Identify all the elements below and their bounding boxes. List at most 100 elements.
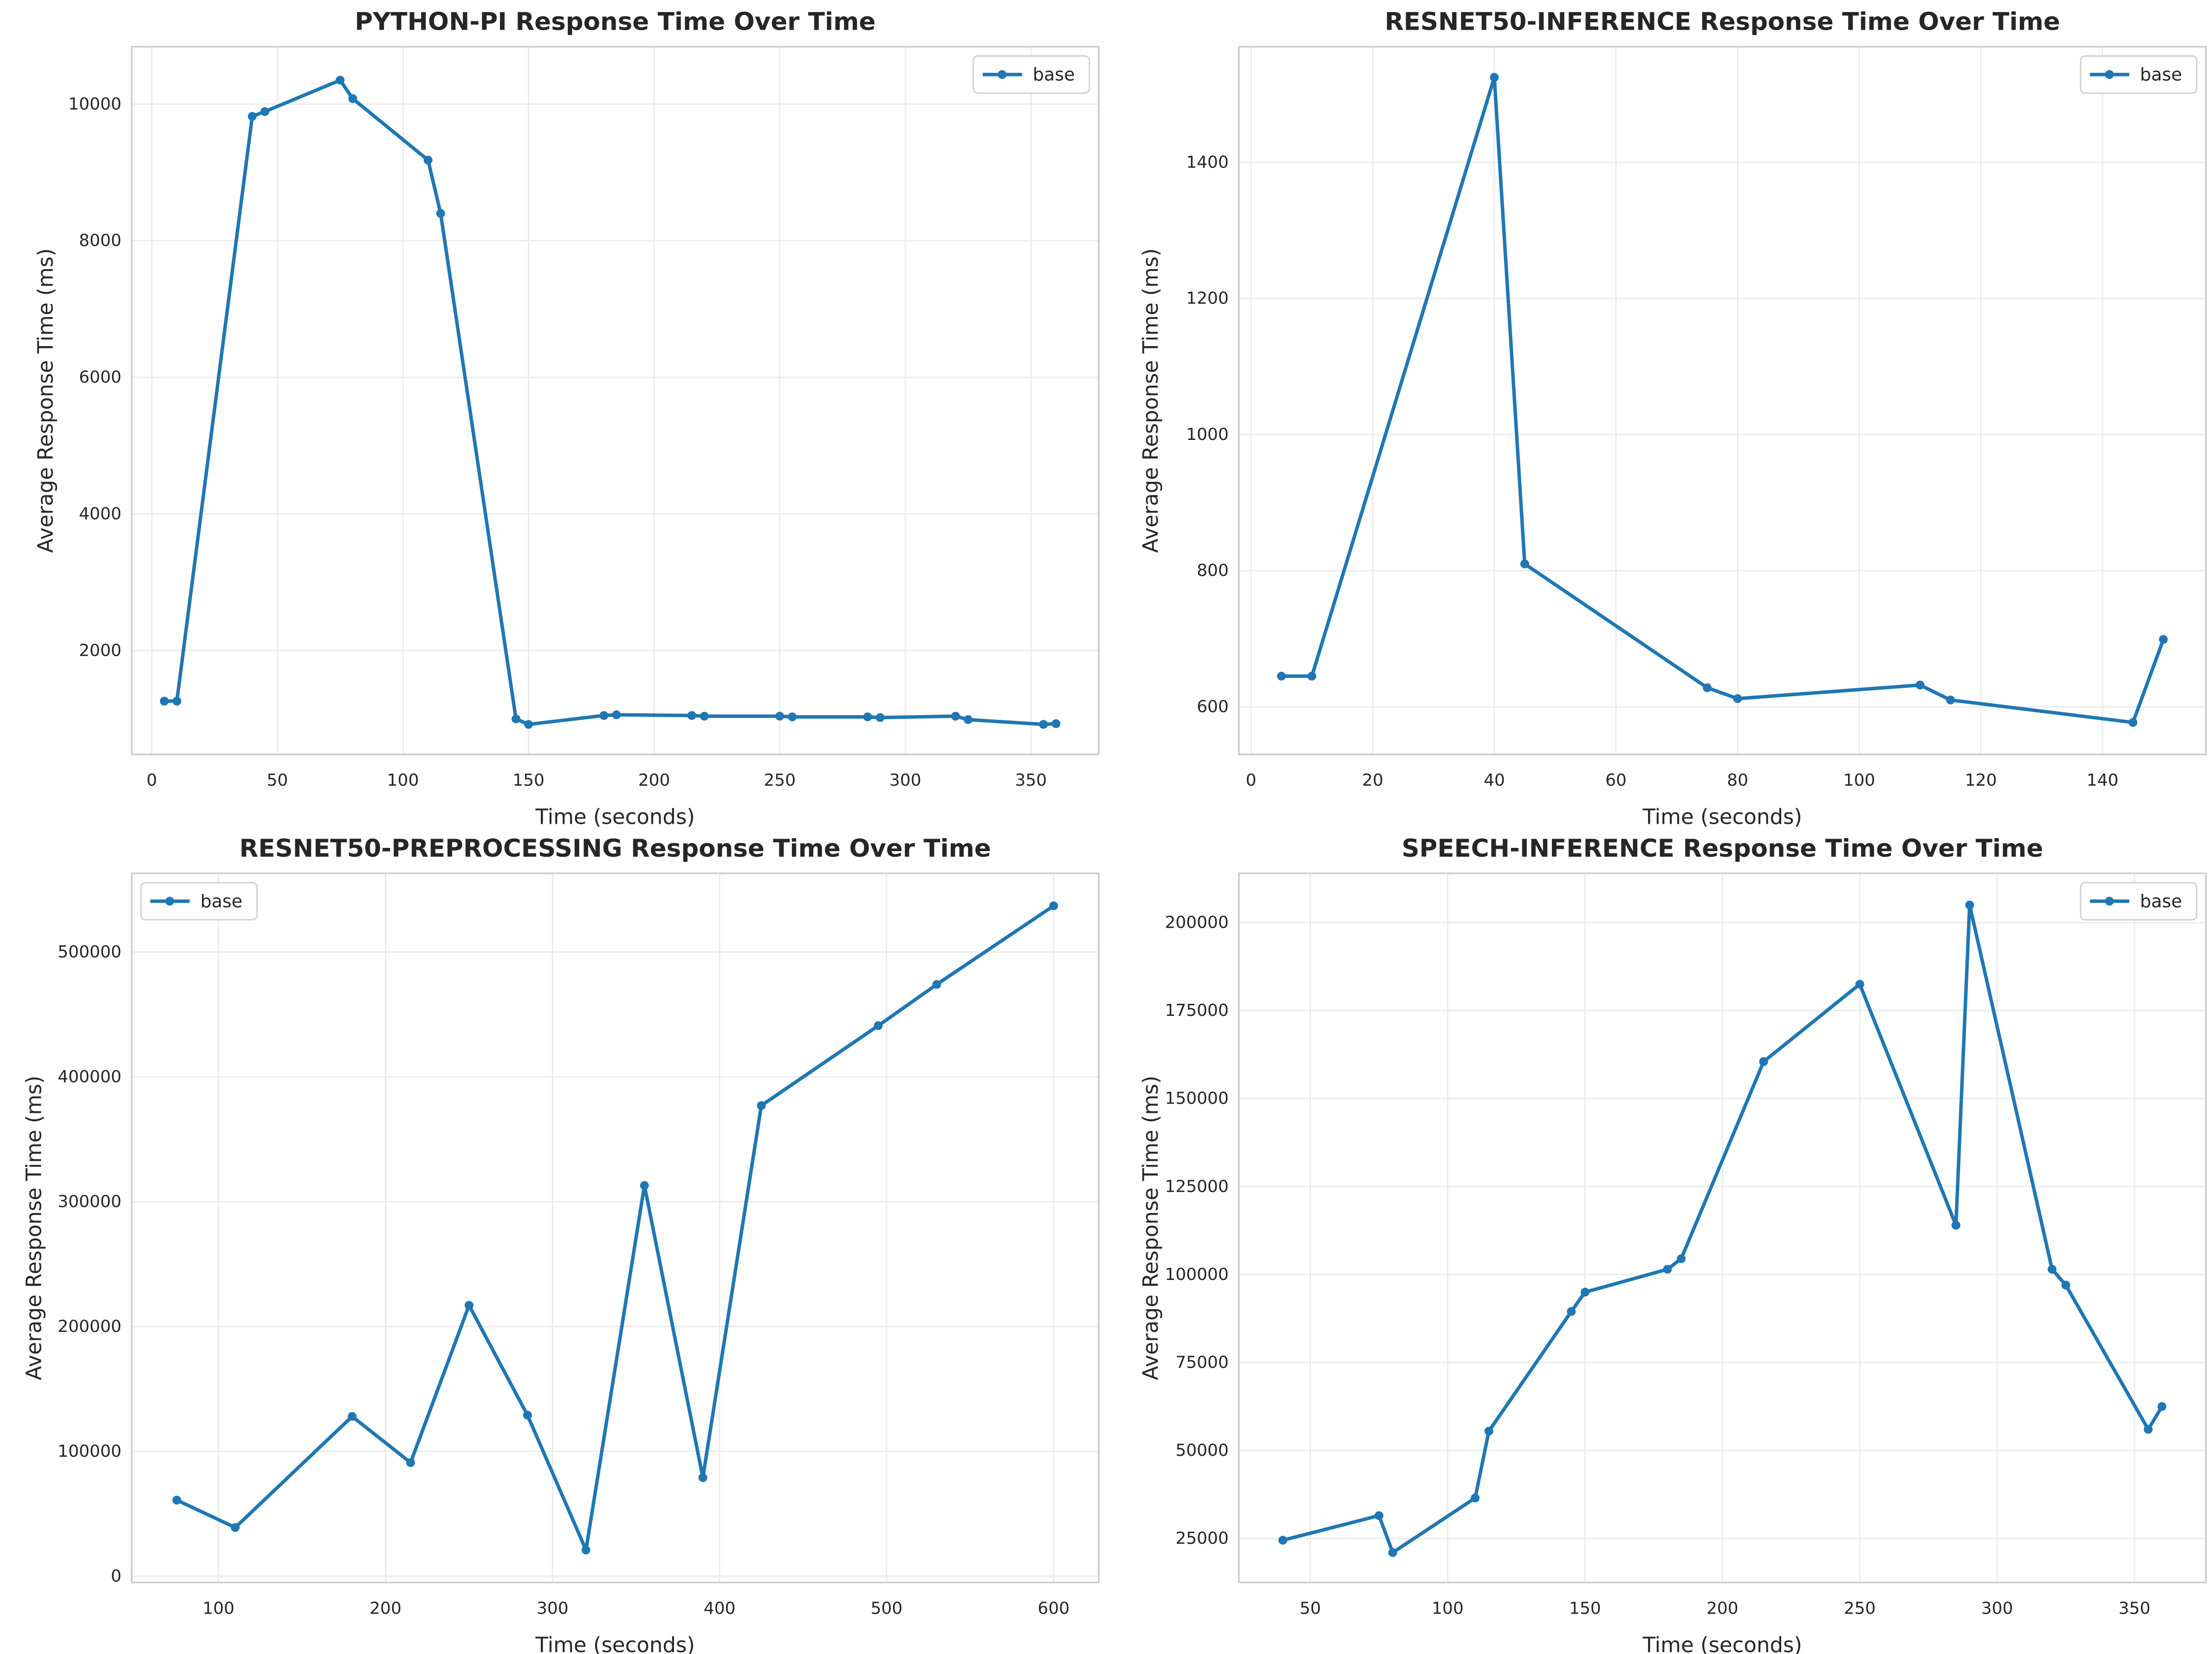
y-tick-label: 100000 <box>1165 1265 1228 1284</box>
x-axis-label: Time (seconds) <box>535 1633 694 1654</box>
plot-frame <box>130 872 1100 1583</box>
data-point <box>1663 1265 1672 1274</box>
plot-frame <box>1238 872 2207 1583</box>
plot-frame <box>1238 45 2207 756</box>
legend-label: base <box>2140 891 2182 911</box>
y-tick-label: 2000 <box>79 641 122 660</box>
data-point <box>1307 672 1317 681</box>
data-point <box>2047 1265 2056 1274</box>
x-tick-label: 200 <box>1706 1599 1738 1618</box>
y-tick-label: 150000 <box>1165 1089 1228 1108</box>
legend-marker <box>165 897 175 906</box>
data-point <box>775 711 785 721</box>
x-tick-label: 80 <box>1727 771 1748 790</box>
data-point <box>640 1181 649 1190</box>
data-point <box>1677 1254 1686 1263</box>
x-axis-label: Time (seconds) <box>1642 1633 1802 1654</box>
x-tick-label: 120 <box>1965 771 1997 790</box>
x-tick-label: 300 <box>537 1599 569 1618</box>
x-tick-label: 50 <box>267 771 288 790</box>
x-tick-label: 250 <box>764 771 796 790</box>
chart-title: PYTHON-PI Response Time Over Time <box>355 8 876 36</box>
data-point <box>160 697 169 706</box>
x-tick-label: 0 <box>146 771 157 790</box>
data-point <box>1490 73 1499 82</box>
x-tick-label: 200 <box>638 771 670 790</box>
data-point <box>1484 1427 1493 1436</box>
data-point <box>1703 683 1712 692</box>
y-axis-label: Average Response Time (ms) <box>1138 1076 1163 1380</box>
legend: base <box>973 55 1090 94</box>
grid <box>1239 873 2206 1583</box>
legend-label: base <box>2140 65 2182 85</box>
x-axis-label: Time (seconds) <box>1642 805 1802 829</box>
legend-marker <box>2105 70 2114 79</box>
data-point <box>1946 695 1955 704</box>
x-tick-label: 0 <box>1246 771 1257 790</box>
chart-title: RESNET50-PREPROCESSING Response Time Ove… <box>240 834 991 863</box>
chart-panel-4: 50 100 150 200 250 300 350 25000 50000 75000 10000… <box>1138 834 2207 1654</box>
data-point <box>932 980 941 989</box>
y-axis-label: Average Response Time (ms) <box>1138 248 1163 553</box>
legend-box <box>2080 882 2198 921</box>
data-point <box>172 1495 182 1505</box>
chart-title: RESNET50-INFERENCE Response Time Over Ti… <box>1385 8 2060 36</box>
y-tick-label: 175000 <box>1165 1001 1228 1020</box>
legend-box <box>973 55 1090 94</box>
data-point <box>2144 1425 2153 1434</box>
data-point <box>464 1301 474 1310</box>
data-point <box>2061 1280 2070 1290</box>
x-tick-label: 50 <box>1300 1599 1321 1618</box>
legend: base <box>2080 55 2198 94</box>
chart-panel-3: 100 200 300 400 500 600 0 100000 200000 300000 400… <box>22 834 1100 1654</box>
x-tick-label: 40 <box>1484 771 1505 790</box>
y-tick-label: 400000 <box>58 1067 121 1086</box>
data-point <box>1733 694 1742 703</box>
data-point <box>1039 720 1048 729</box>
grid <box>131 873 1099 1583</box>
data-point <box>599 711 609 720</box>
data-point <box>1375 1511 1384 1520</box>
y-tick-label: 25000 <box>1175 1529 1229 1548</box>
data-point <box>1049 901 1058 911</box>
y-tick-label: 600 <box>1197 698 1229 717</box>
data-point <box>2157 1402 2167 1411</box>
x-tick-label: 100 <box>387 771 419 790</box>
data-point <box>1965 900 1974 910</box>
y-tick-label: 4000 <box>79 504 122 523</box>
y-tick-label: 75000 <box>1175 1353 1229 1372</box>
data-point <box>523 1410 532 1420</box>
grid <box>131 46 1099 755</box>
data-point <box>874 1021 883 1030</box>
y-tick-label: 10000 <box>68 95 122 114</box>
data-point <box>423 155 433 165</box>
data-point <box>687 711 696 720</box>
plot-area <box>131 46 1099 755</box>
x-tick-label: 500 <box>871 1599 903 1618</box>
x-tick-label: 100 <box>1843 771 1875 790</box>
legend-label: base <box>1033 65 1075 85</box>
x-tick-label: 60 <box>1605 771 1627 790</box>
data-point <box>348 1412 357 1421</box>
x-axis-label: Time (seconds) <box>535 805 694 829</box>
y-tick-label: 100000 <box>58 1442 121 1461</box>
data-point <box>524 720 533 729</box>
x-tick-label: 600 <box>1038 1599 1070 1618</box>
plot-area <box>1239 46 2206 755</box>
y-tick-label: 300000 <box>58 1192 121 1211</box>
y-tick-label: 1200 <box>1186 289 1229 308</box>
y-tick-label: 8000 <box>79 231 122 250</box>
grid <box>1239 46 2206 755</box>
data-point <box>612 710 621 719</box>
data-point <box>231 1523 240 1532</box>
y-tick-label: 200000 <box>58 1317 121 1336</box>
x-tick-label: 150 <box>1569 1599 1601 1618</box>
y-tick-label: 200000 <box>1165 913 1228 932</box>
data-point <box>436 209 445 218</box>
x-tick-label: 150 <box>512 771 545 790</box>
y-axis-label: Average Response Time (ms) <box>22 1076 46 1380</box>
data-point <box>172 697 182 706</box>
y-tick-label: 500000 <box>58 943 121 962</box>
x-tick-label: 250 <box>1844 1599 1876 1618</box>
x-tick-label: 350 <box>2119 1599 2151 1618</box>
